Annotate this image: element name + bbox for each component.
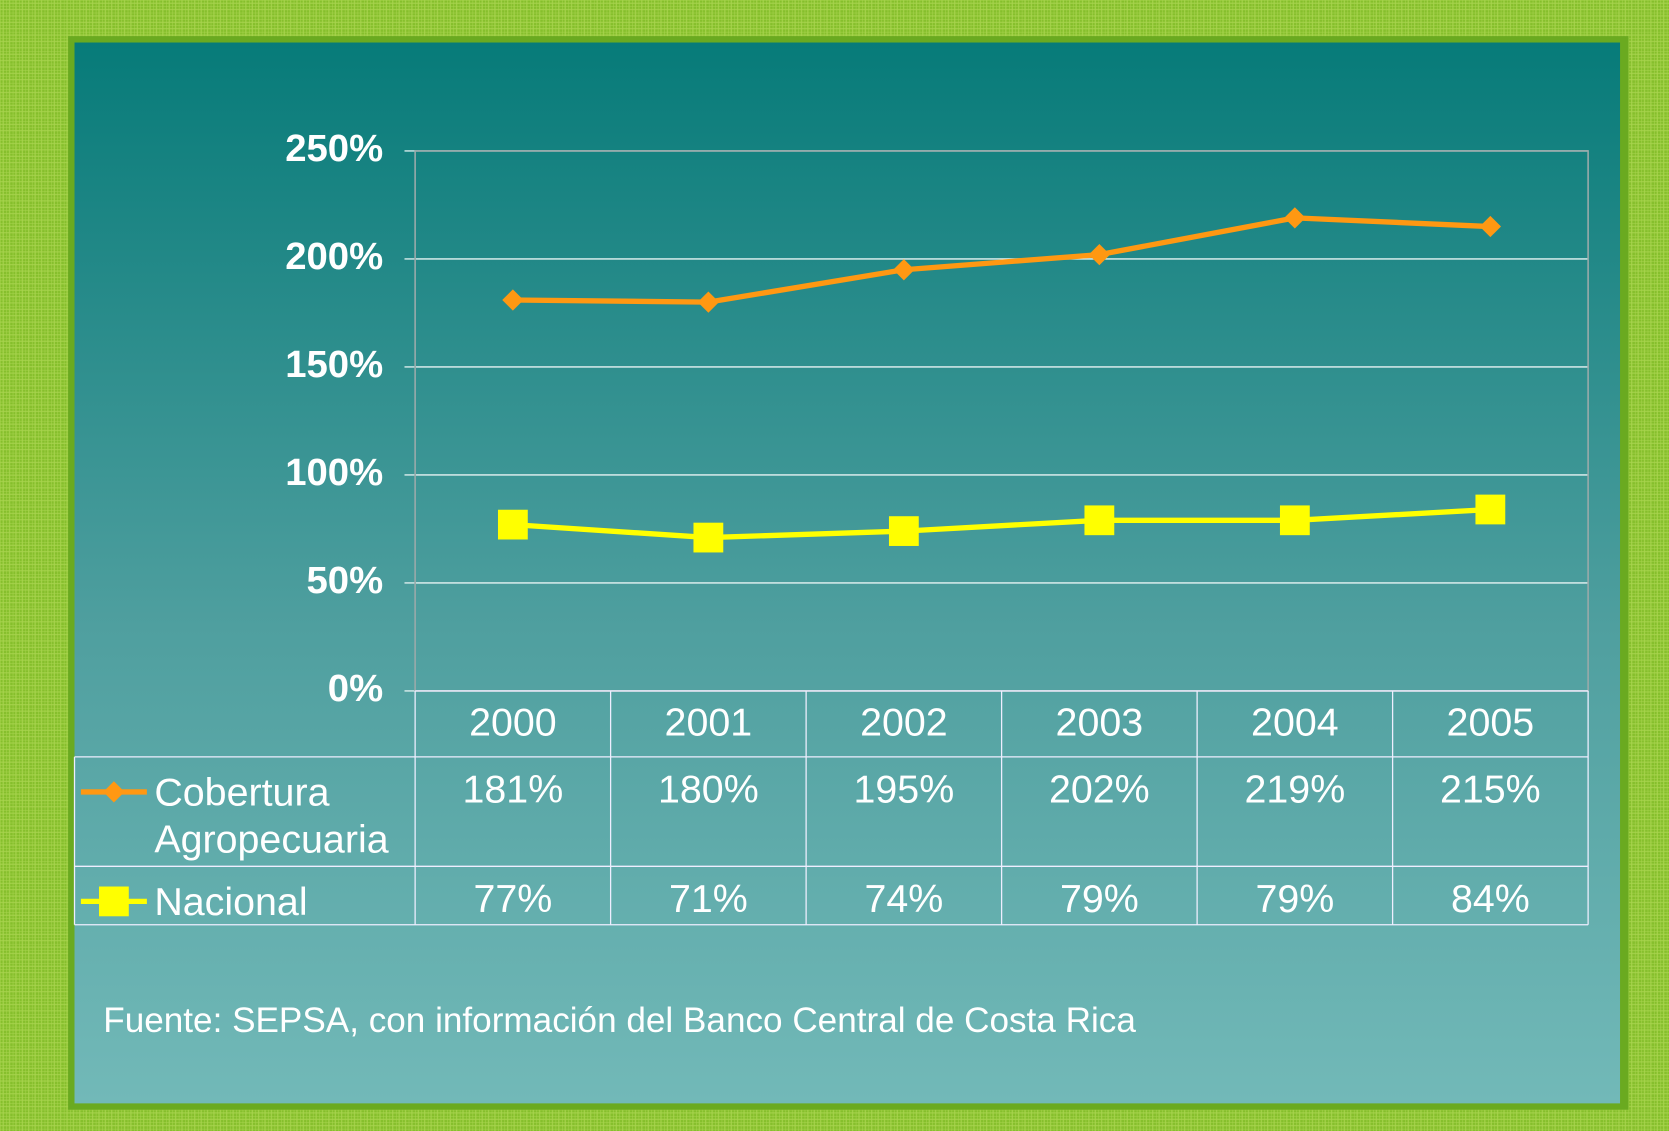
table-value: 195% — [854, 767, 955, 811]
series-line — [512, 215, 1491, 305]
legend-label-box: Nacional — [154, 880, 308, 924]
marker — [1479, 215, 1502, 238]
series-line — [512, 506, 1491, 541]
y-tick-label: 200% — [285, 235, 383, 278]
table-value: 180% — [658, 767, 759, 811]
legend-label-box: Cobertura Agropecuaria — [154, 770, 389, 862]
x-tick-label: 2004 — [1251, 700, 1339, 744]
marker — [502, 289, 524, 311]
y-tick-label: 0% — [328, 667, 383, 710]
y-tick-label: 250% — [285, 127, 383, 170]
table-value: 71% — [669, 877, 748, 921]
x-tick-label: 2000 — [469, 700, 557, 744]
y-tick-label: 100% — [285, 451, 383, 494]
marker — [497, 509, 528, 540]
marker — [1084, 505, 1115, 536]
legend-label: Cobertura Agropecuaria — [154, 770, 389, 862]
legend-label: Nacional — [154, 880, 308, 924]
table-value: 219% — [1245, 767, 1346, 811]
marker — [893, 259, 915, 281]
marker — [98, 886, 129, 917]
x-tick-label: 2001 — [665, 700, 753, 744]
marker — [693, 522, 724, 553]
table-value: 77% — [473, 877, 552, 921]
x-tick-label: 2003 — [1056, 700, 1144, 744]
source-note: Fuente: SEPSA, con información del Banco… — [103, 1001, 1136, 1040]
marker — [103, 781, 125, 803]
table-value: 84% — [1451, 877, 1530, 921]
table-value: 74% — [864, 877, 943, 921]
y-tick-label: 50% — [307, 559, 384, 602]
y-tick-label: 150% — [285, 343, 383, 386]
x-tick-label: 2005 — [1447, 700, 1535, 744]
marker — [697, 291, 720, 313]
marker — [888, 516, 919, 546]
table-value: 202% — [1049, 767, 1150, 811]
table-value: 79% — [1060, 877, 1139, 921]
table-value: 215% — [1440, 767, 1541, 811]
table-value: 79% — [1255, 877, 1334, 921]
table-value: 181% — [463, 767, 564, 811]
marker — [1279, 505, 1310, 536]
x-tick-label: 2002 — [860, 700, 948, 744]
marker — [1475, 494, 1506, 525]
